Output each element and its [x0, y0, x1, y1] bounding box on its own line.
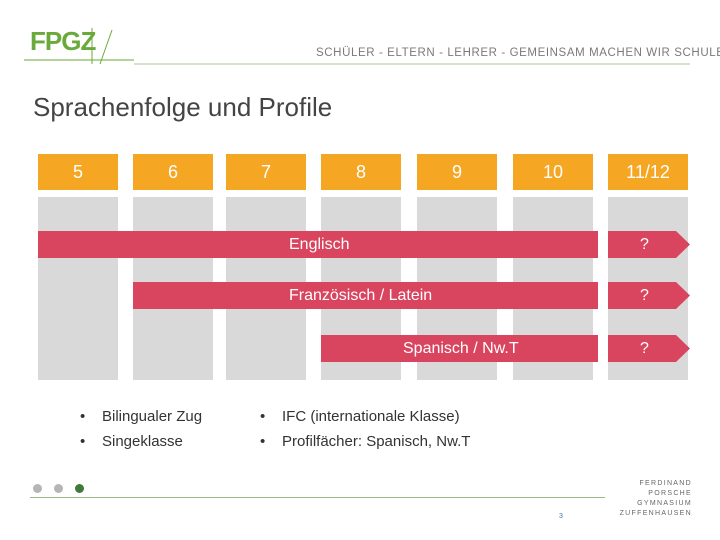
grade-box-10: 10: [513, 154, 593, 190]
school-name-line: GYMNASIUM: [637, 500, 692, 507]
school-slogan: SCHÜLER - ELTERN - LEHRER - GEMEINSAM MA…: [316, 47, 720, 59]
notes-left-list: Bilingualer Zug Singeklasse: [78, 404, 202, 454]
grade-box-7: 7: [226, 154, 306, 190]
englisch-label: Englisch: [289, 236, 350, 253]
progress-dot-3: [75, 484, 84, 493]
spanisch-nwt-label: Spanisch / Nw.T: [403, 340, 519, 357]
note-left-item: Singeklasse: [78, 429, 202, 454]
grade-box-8: 8: [321, 154, 401, 190]
englisch-arrow: [608, 231, 690, 258]
school-name-line: ZUFFENHAUSEN: [619, 510, 692, 517]
school-name-logo: FERDINAND PORSCHE GYMNASIUM ZUFFENHAUSEN: [612, 479, 692, 519]
note-left-item: Bilingualer Zug: [78, 404, 202, 429]
spanisch-nwt-arrow: [608, 335, 690, 362]
school-name-line: PORSCHE: [648, 490, 692, 497]
page-title: Sprachenfolge und Profile: [33, 92, 333, 122]
grade-column-5: [38, 197, 118, 380]
franzoesisch-latein-end-label: ?: [640, 287, 649, 304]
franzoesisch-latein-arrow: [608, 282, 690, 309]
footer-divider: [30, 497, 605, 498]
grade-box-6: 6: [133, 154, 213, 190]
spanisch-nwt-end-label: ?: [640, 340, 649, 357]
note-right-item: Profilfächer: Spanisch, Nw.T: [258, 429, 470, 454]
school-name-line: FERDINAND: [639, 480, 692, 487]
notes-right-list: IFC (internationale Klasse) Profilfächer…: [258, 404, 470, 454]
franzoesisch-latein-label: Französisch / Latein: [289, 287, 433, 304]
grade-box-5: 5: [38, 154, 118, 190]
franzoesisch-latein-bar: [133, 282, 598, 309]
progress-dot-2: [54, 484, 63, 493]
grade-box-9: 9: [417, 154, 497, 190]
note-right-item: IFC (internationale Klasse): [258, 404, 470, 429]
englisch-bar: [38, 231, 598, 258]
school-logo: FPGZ: [30, 26, 96, 56]
grade-box-11-12: 11/12: [608, 154, 688, 190]
progress-dot-1: [33, 484, 42, 493]
spanisch-nwt-bar: [321, 335, 598, 362]
logo-line-decoration: [24, 28, 690, 65]
page-number: 3: [559, 513, 563, 520]
englisch-end-label: ?: [640, 236, 649, 253]
